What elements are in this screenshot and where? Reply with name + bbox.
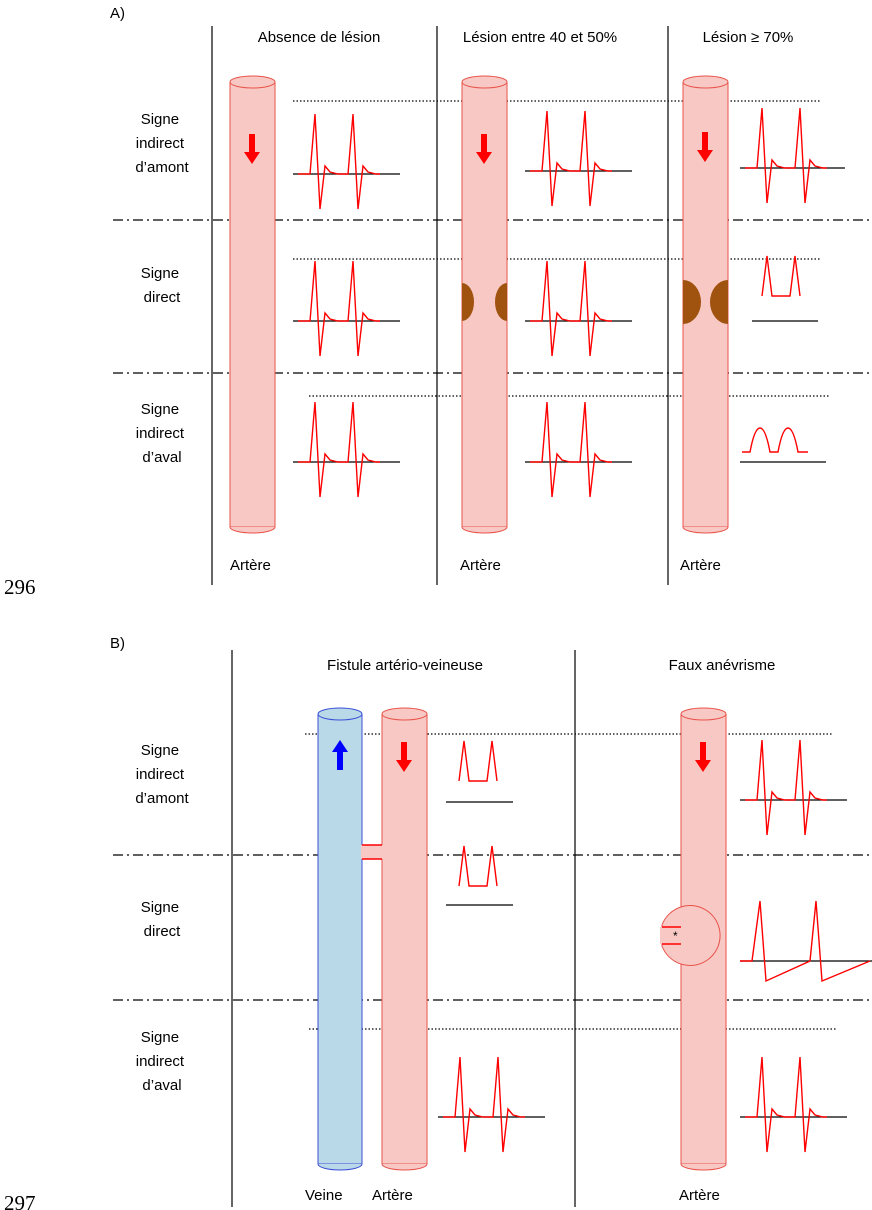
doppler-waveform	[297, 401, 381, 498]
row-label-line: d’aval	[142, 1077, 181, 1094]
panel-a-column-header-2: Lésion entre 40 et 50%	[463, 29, 617, 46]
vessel-label: Artère	[230, 557, 271, 574]
artery	[381, 707, 428, 1171]
row-label-line: indirect	[136, 766, 185, 783]
panel-a-label: A)	[110, 5, 125, 22]
panel-b-column-header-2: Faux anévrisme	[669, 657, 776, 674]
doppler-waveform-damped	[741, 427, 809, 453]
stenosis-plaque	[710, 280, 728, 324]
doppler-waveform	[744, 107, 828, 204]
panel-b-label: B)	[110, 635, 125, 652]
panel-a: A) Absence de lésion Lésion entre 40 et …	[110, 5, 872, 585]
line-number-296: 296	[4, 575, 36, 599]
row-label-line: indirect	[136, 135, 185, 152]
panel-a-row-label-upstream: Signe indirect d’amont	[135, 111, 189, 176]
vessel-label: Veine	[305, 1187, 343, 1204]
panel-a-column-header-3: Lésion ≥ 70%	[703, 29, 794, 46]
panel-b-row-label-upstream: Signe indirect d’amont	[135, 742, 189, 807]
panel-a-row-label-downstream: Signe indirect d’aval	[136, 401, 189, 466]
doppler-waveform	[529, 110, 613, 207]
doppler-waveform	[442, 1056, 526, 1153]
panel-b-row-label-downstream: Signe indirect d’aval	[136, 1029, 189, 1094]
panel-a-row-label-direct: Signe direct	[141, 265, 184, 306]
doppler-waveform	[744, 739, 828, 836]
fistula-channel	[361, 844, 383, 860]
aneurysm-sac	[660, 905, 721, 966]
row-label-line: indirect	[136, 425, 185, 442]
doppler-waveform-box	[761, 255, 801, 297]
doppler-waveform-bidirectional	[739, 900, 871, 982]
doppler-waveform	[297, 113, 381, 210]
stenosis-plaque	[683, 280, 701, 324]
row-label-line: Signe	[141, 265, 179, 282]
row-label-line: Signe	[141, 111, 179, 128]
vessel-label: Artère	[680, 557, 721, 574]
panel-b-column-header-1: Fistule artério-veineuse	[327, 657, 483, 674]
doppler-waveform	[529, 260, 613, 357]
vessel-label: Artère	[679, 1187, 720, 1204]
row-label-line: Signe	[141, 1029, 179, 1046]
row-label-line: d’amont	[135, 159, 189, 176]
row-label-line: Signe	[141, 899, 179, 916]
stenosis-plaque	[495, 283, 507, 321]
row-label-line: direct	[144, 289, 182, 306]
stenosis-plaque	[462, 283, 474, 321]
doppler-waveform-box	[458, 845, 498, 887]
panel-b-row-label-direct: Signe direct	[141, 899, 184, 940]
vessel-label: Artère	[460, 557, 501, 574]
line-number-297: 297	[4, 1191, 36, 1210]
artery	[229, 75, 276, 534]
panel-a-column-header-1: Absence de lésion	[258, 29, 381, 46]
row-label-line: Signe	[141, 742, 179, 759]
row-label-line: d’amont	[135, 790, 189, 807]
doppler-waveform	[744, 1056, 828, 1153]
row-label-line: d’aval	[142, 449, 181, 466]
panel-b: B) Fistule artério-veineuse Faux anévris…	[110, 635, 872, 1207]
doppler-waveform-box	[458, 740, 498, 782]
aneurysm-mark: *	[673, 929, 678, 943]
row-label-line: indirect	[136, 1053, 185, 1070]
vessel-label: Artère	[372, 1187, 413, 1204]
vein	[317, 707, 363, 1171]
doppler-waveform	[529, 401, 613, 498]
row-label-line: Signe	[141, 401, 179, 418]
doppler-waveform	[297, 260, 381, 357]
row-label-line: direct	[144, 923, 182, 940]
